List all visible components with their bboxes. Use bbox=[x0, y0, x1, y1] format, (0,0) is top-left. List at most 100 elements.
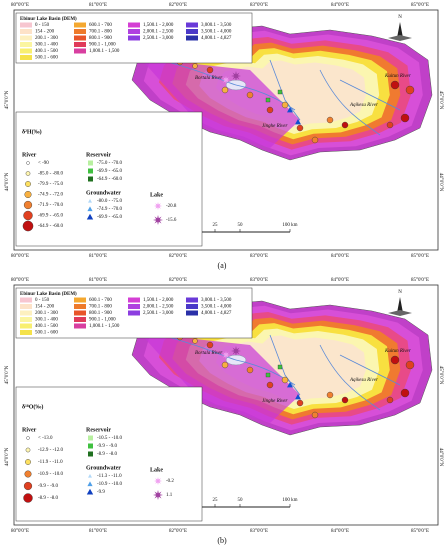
dem-class-label: 300.1 - 400 bbox=[35, 318, 58, 323]
longitude-label: 82°0'0"E bbox=[169, 529, 187, 534]
river-name: Jinghe River bbox=[262, 124, 287, 129]
reservoir-symbol bbox=[88, 168, 93, 174]
river-symbol bbox=[23, 200, 33, 210]
latitude-label: 44°0'0"N bbox=[438, 448, 443, 467]
dem-swatch bbox=[20, 48, 32, 54]
river-name: Aqikesu River bbox=[349, 378, 378, 383]
dem-swatch bbox=[20, 330, 32, 335]
dem-class-label: 900.1 - 1,000 bbox=[89, 318, 116, 323]
dem-class-label: 200.1 - 300 bbox=[35, 36, 58, 41]
lake-legend-label: -0.2 bbox=[166, 479, 174, 484]
latitude-label: 45°0'0"N bbox=[5, 90, 10, 109]
sample-site bbox=[206, 66, 214, 74]
dem-class-label: 600.1 - 700 bbox=[89, 298, 112, 303]
longitude-label: 83°0'0"E bbox=[250, 278, 268, 283]
north-arrow bbox=[397, 297, 403, 313]
sample-site bbox=[246, 366, 254, 374]
river-legend-label: -12.9 - -12.0 bbox=[38, 448, 63, 453]
river-legend-label: -79.9 - -75.0 bbox=[38, 182, 63, 187]
dem-legend-title: Ebinur Lake Basin (DEM) bbox=[20, 17, 77, 22]
dem-class-label: 700.1 - 800 bbox=[89, 305, 112, 310]
mountain-band bbox=[140, 58, 300, 148]
dem-swatch bbox=[74, 323, 86, 329]
lake-legend-title: Lake bbox=[150, 192, 163, 198]
dem-swatch bbox=[74, 35, 86, 41]
river-network bbox=[159, 334, 401, 411]
dem-class-label: 2,500.1 - 3,000 bbox=[143, 36, 174, 41]
dem-class-label: 800.1 - 900 bbox=[89, 311, 112, 316]
groundwater-symbol bbox=[86, 213, 94, 220]
river-legend-label: -85.0 - -80.0 bbox=[38, 172, 63, 177]
sample-site bbox=[296, 399, 304, 407]
river-symbol bbox=[26, 161, 30, 165]
north-label: N bbox=[398, 290, 402, 295]
river-legend-label: -11.9 - -11.0 bbox=[38, 460, 63, 465]
dem-swatch bbox=[128, 22, 140, 28]
scale-label: 50 bbox=[238, 223, 244, 228]
longitude-label: 84°0'0"E bbox=[331, 254, 349, 259]
dem-swatch bbox=[20, 35, 32, 41]
sample-site bbox=[400, 388, 410, 398]
groundwater-site bbox=[295, 394, 301, 400]
river-symbol bbox=[24, 190, 32, 198]
river-legend-label: < -13.0 bbox=[38, 436, 53, 441]
sample-site bbox=[311, 136, 319, 144]
north-arrow bbox=[388, 35, 412, 41]
latitude-label: 45°0'0"N bbox=[438, 366, 443, 385]
sample-site bbox=[281, 101, 289, 109]
dem-class-label: 0 - 150 bbox=[35, 23, 50, 28]
reservoir-site bbox=[277, 89, 283, 95]
river-legend-label: -74.9 - -72.0 bbox=[38, 193, 63, 198]
lake-site bbox=[222, 351, 230, 359]
longitude-label: 80°0'0"E bbox=[11, 3, 29, 8]
reservoir-symbol bbox=[88, 176, 93, 182]
groundwater-legend-label: -9.9 bbox=[97, 490, 105, 495]
dem-class-label: 400.1 - 500 bbox=[35, 49, 58, 54]
dem-swatch bbox=[186, 304, 198, 309]
lake-legend-label: -20.8 bbox=[166, 204, 177, 209]
dem-swatch bbox=[20, 323, 32, 329]
river-name: Kuitun River bbox=[384, 74, 411, 79]
dem-swatch bbox=[128, 310, 140, 316]
dem-class-label: 500.1 - 600 bbox=[35, 331, 58, 336]
river-legend-label: -69.9 - -65.0 bbox=[38, 214, 63, 219]
latitude-label: 44°0'0"N bbox=[5, 447, 10, 466]
groundwater-legend-label: -80.0 - -75.0 bbox=[97, 199, 122, 204]
reservoir-legend-label: -9.9 - -9.0 bbox=[97, 444, 117, 449]
sample-site bbox=[266, 381, 274, 389]
dem-swatch bbox=[74, 310, 86, 316]
scale-label: 100 km bbox=[282, 498, 297, 503]
dem-swatch bbox=[20, 42, 32, 47]
sample-site bbox=[246, 91, 254, 99]
lake-symbol bbox=[154, 477, 162, 485]
sample-site bbox=[326, 116, 334, 124]
longitude-label: 84°0'0"E bbox=[331, 3, 349, 8]
dem-class-label: 3,000.1 - 3,500 bbox=[201, 298, 232, 303]
dem-swatch bbox=[20, 317, 32, 322]
river-name: Jinghe River bbox=[262, 399, 287, 404]
dem-swatch bbox=[20, 22, 32, 28]
longitude-label: 81°0'0"E bbox=[89, 529, 107, 534]
dem-swatch bbox=[128, 35, 140, 41]
river-name: Aqikesu River bbox=[349, 103, 378, 108]
dem-swatch bbox=[20, 29, 32, 34]
dem-class-label: 300.1 - 400 bbox=[35, 43, 58, 48]
dem-class-label: 500.1 - 600 bbox=[35, 56, 58, 61]
river-legend-label: -64.9 - -60.0 bbox=[38, 224, 63, 229]
dem-swatch bbox=[186, 35, 198, 41]
longitude-label: 84°0'0"E bbox=[331, 529, 349, 534]
river-symbol bbox=[23, 481, 33, 491]
river-network bbox=[159, 59, 401, 136]
north-arrow bbox=[388, 310, 412, 316]
groundwater-symbol bbox=[87, 481, 93, 487]
dem-swatch bbox=[74, 317, 86, 322]
dem-swatch bbox=[74, 48, 86, 54]
groundwater-site bbox=[287, 382, 293, 388]
river-symbol bbox=[26, 436, 30, 440]
groundwater-symbol bbox=[86, 488, 94, 495]
dem-class-label: 200.1 - 300 bbox=[35, 311, 58, 316]
longitude-label: 85°0'0"E bbox=[411, 278, 429, 283]
sample-site bbox=[192, 63, 198, 69]
sample-site bbox=[341, 121, 349, 129]
